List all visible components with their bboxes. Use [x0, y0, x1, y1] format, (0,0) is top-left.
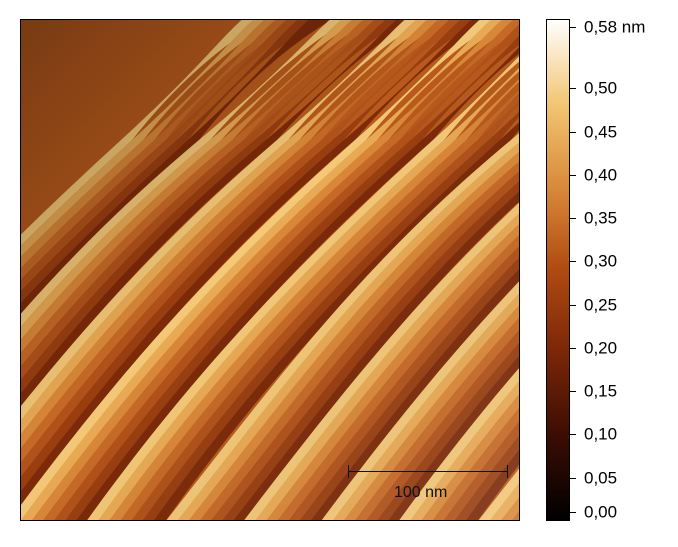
colorbar-tick-mark: [569, 261, 576, 262]
colorbar-tick-label: 0,25: [584, 297, 617, 314]
scale-bar-right-end: [507, 465, 508, 478]
colorbar-tick-label: 0,10: [584, 426, 617, 443]
colorbar-tick-label: 0,50: [584, 80, 617, 97]
afm-topography-image: [20, 19, 520, 521]
colorbar-tick-label: 0,15: [584, 383, 617, 400]
afm-terrace-pattern: [21, 20, 519, 520]
colorbar-tick-mark: [569, 512, 576, 513]
colorbar-tick-mark: [569, 88, 576, 89]
colorbar-tick-mark: [569, 218, 576, 219]
colorbar-tick-label: 0,58 nm: [584, 19, 645, 36]
colorbar-tick-label: 0,35: [584, 210, 617, 227]
scale-bar-label: 100 nm: [394, 485, 447, 501]
height-colorbar: [546, 19, 570, 521]
colorbar-ticks: 0,58 nm 0,50 0,45 0,40 0,35 0,30 0,25 0,20 0,15 0…: [569, 0, 678, 547]
colorbar-tick-mark: [569, 434, 576, 435]
colorbar-tick-label: 0,30: [584, 253, 617, 270]
colorbar-tick-label: 0,45: [584, 124, 617, 141]
colorbar-tick-mark: [569, 478, 576, 479]
colorbar-tick-label: 0,00: [584, 504, 617, 521]
colorbar-tick-mark: [569, 305, 576, 306]
scale-bar-left-end: [348, 465, 349, 478]
scale-bar-line: [348, 471, 508, 472]
colorbar-tick-label: 0,40: [584, 167, 617, 184]
colorbar-tick-mark: [569, 175, 576, 176]
colorbar-tick-mark: [569, 27, 576, 28]
colorbar-tick-mark: [569, 391, 576, 392]
colorbar-tick-mark: [569, 348, 576, 349]
colorbar-tick-mark: [569, 132, 576, 133]
colorbar-tick-label: 0,20: [584, 340, 617, 357]
colorbar-tick-label: 0,05: [584, 470, 617, 487]
